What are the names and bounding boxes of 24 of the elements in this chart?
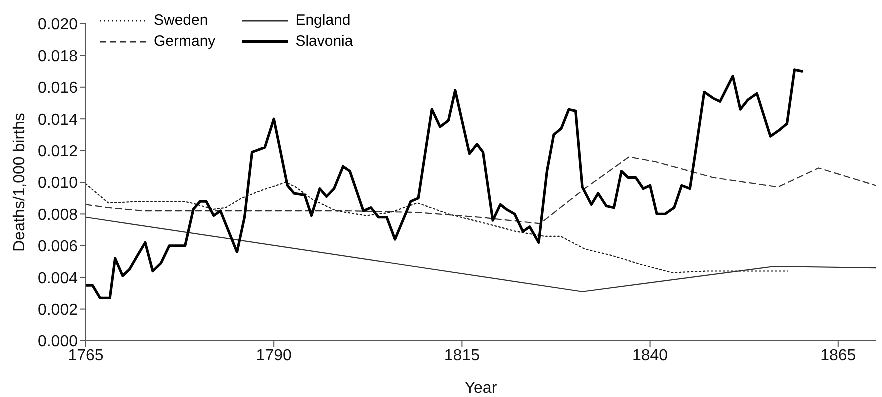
y-tick-label: 0.010 bbox=[38, 175, 78, 192]
x-tick-label: 1865 bbox=[820, 347, 856, 364]
y-tick-label: 0.020 bbox=[38, 16, 78, 34]
legend-label: Sweden bbox=[154, 12, 208, 29]
y-axis-title: Deaths/1,000 births bbox=[12, 113, 28, 252]
y-tick-label: 0.008 bbox=[38, 206, 78, 224]
legend-label: Germany bbox=[154, 33, 216, 50]
x-tick-label: 1790 bbox=[256, 347, 292, 364]
legend-label: England bbox=[296, 12, 351, 29]
y-tick-label: 0.004 bbox=[38, 270, 78, 288]
y-tick-label: 0.012 bbox=[38, 143, 78, 160]
y-tick-label: 0.014 bbox=[38, 112, 78, 129]
line-series bbox=[86, 182, 789, 274]
y-tick-label: 0.006 bbox=[38, 238, 78, 256]
y-tick-label: 0.018 bbox=[38, 48, 78, 66]
line-series bbox=[86, 216, 876, 292]
line-series bbox=[86, 156, 876, 224]
y-tick-label: 0.002 bbox=[38, 302, 78, 319]
x-tick-label: 1815 bbox=[444, 347, 480, 364]
legend-label: Slavonia bbox=[296, 33, 354, 50]
x-axis-title: Year bbox=[464, 380, 498, 397]
line-series bbox=[86, 68, 804, 300]
x-tick-label: 1840 bbox=[632, 347, 668, 364]
y-tick-label: 0.016 bbox=[38, 80, 78, 98]
